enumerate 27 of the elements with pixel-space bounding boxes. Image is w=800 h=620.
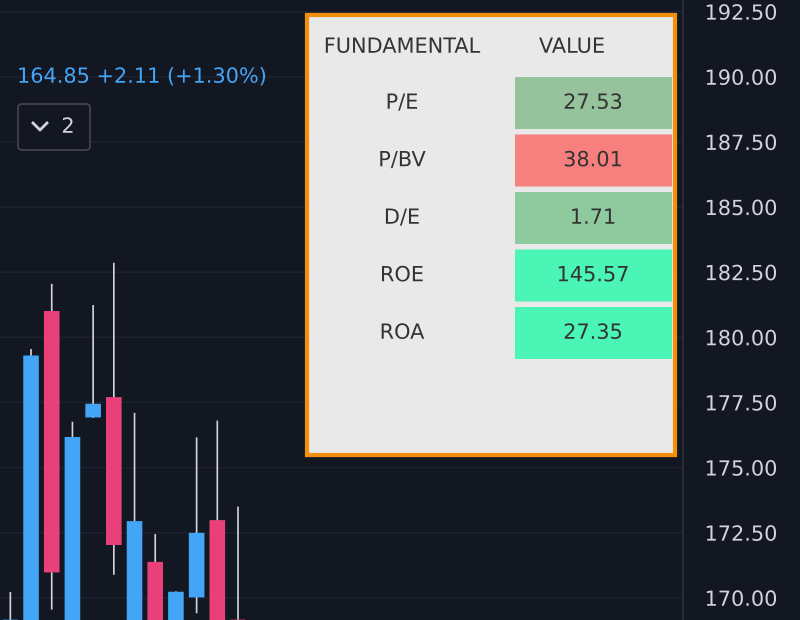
annotation: 164.85 +2.11 (+1.30%) — [19, 66, 266, 86]
y-tick-label: 192.50 — [706, 4, 776, 20]
category-label: ROA — [382, 323, 424, 340]
category-label: ROE — [382, 266, 423, 282]
y-tick-label: 187.50 — [706, 134, 776, 150]
candlestick — [230, 506, 246, 620]
y-tick-label: 175.00 — [706, 460, 776, 476]
y-tick-label: 177.50 — [706, 394, 776, 411]
y-tick-label: 170.00 — [706, 590, 776, 606]
candlestick — [2, 592, 18, 620]
data-label: 27.53 — [564, 93, 622, 110]
y-tick-label: 180.00 — [706, 330, 776, 346]
y-tick-label: 182.50 — [706, 264, 776, 280]
candlestick — [85, 304, 101, 418]
data-label: 145.57 — [558, 266, 628, 282]
data-label: 38.01 — [564, 150, 621, 167]
y-tick-label: 190.00 — [706, 69, 776, 86]
data-label: 27.35 — [564, 323, 621, 340]
category-label: D/E — [386, 208, 419, 226]
category-label: P/BV — [380, 151, 426, 168]
annotation: 2 — [62, 117, 73, 133]
annotation: VALUE — [539, 38, 604, 54]
data-label: 1.71 — [572, 208, 614, 224]
annotation: FUNDAMENTAL — [326, 38, 480, 54]
category-label: P/E — [388, 94, 418, 111]
y-tick-label: 185.00 — [706, 200, 776, 216]
y-tick-label: 172.50 — [706, 525, 776, 541]
